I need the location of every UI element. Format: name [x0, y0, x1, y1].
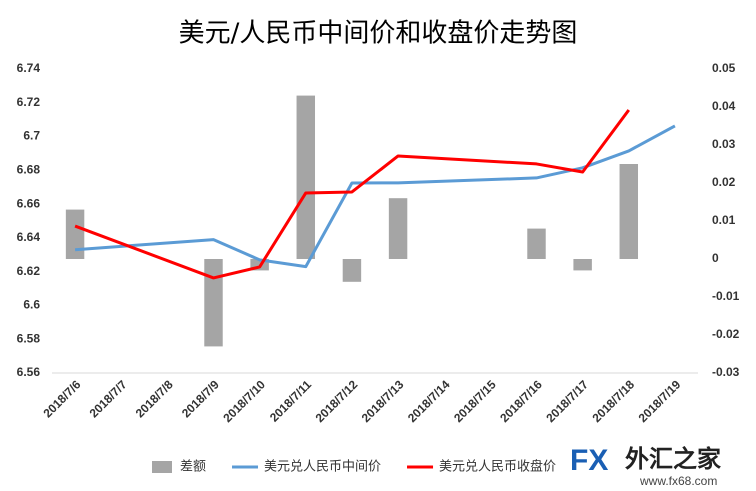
y2-tick-label: 0.03: [712, 137, 736, 151]
y2-tick-label: -0.02: [712, 327, 740, 341]
legend: 差额 美元兑人民币中间价 美元兑人民币收盘价: [152, 459, 556, 475]
line: [74, 109, 630, 280]
y-tick-label: 6.66: [17, 196, 41, 210]
y-tick-label: 6.62: [17, 264, 41, 278]
y2-tick-label: 0.02: [712, 175, 736, 189]
logo-brand: FX: [570, 444, 608, 477]
y-tick-label: 6.6: [23, 298, 40, 312]
chart-title: 美元/人民币中间价和收盘价走势图: [179, 19, 578, 49]
logo-bg: [566, 443, 756, 491]
y2-tick-label: -0.03: [712, 365, 740, 379]
logo-url: www.fx68.com: [639, 474, 717, 488]
legend-swatch: [152, 461, 172, 473]
legend-label: 美元兑人民币收盘价: [439, 459, 556, 475]
bar: [527, 228, 546, 259]
bar: [573, 259, 592, 271]
y2-tick-label: 0.05: [712, 61, 736, 75]
logo: FX 外汇之家 www.fx68.com: [566, 443, 756, 491]
y-tick-label: 6.56: [17, 365, 41, 379]
y2-tick-label: -0.01: [712, 289, 740, 303]
y-tick-label: 6.68: [17, 163, 41, 177]
bar: [65, 209, 85, 259]
y-tick-label: 6.64: [17, 230, 41, 244]
y-tick-label: 6.74: [17, 61, 41, 75]
y-tick-label: 6.58: [17, 331, 41, 345]
line: [74, 124, 676, 269]
y2-tick-label: 0.04: [712, 99, 736, 113]
logo-name: 外汇之家: [625, 445, 721, 473]
y-tick-label: 6.7: [23, 129, 40, 143]
bar: [296, 95, 316, 259]
y2-tick-label: 0.01: [712, 213, 736, 227]
y2-tick-label: 0: [712, 251, 719, 265]
bar: [204, 259, 223, 347]
bar: [342, 259, 362, 282]
legend-label: 差额: [180, 460, 206, 475]
bar: [388, 198, 408, 259]
bar: [619, 164, 639, 259]
y-tick-label: 6.72: [17, 95, 41, 109]
legend-label: 美元兑人民币中间价: [264, 460, 381, 475]
